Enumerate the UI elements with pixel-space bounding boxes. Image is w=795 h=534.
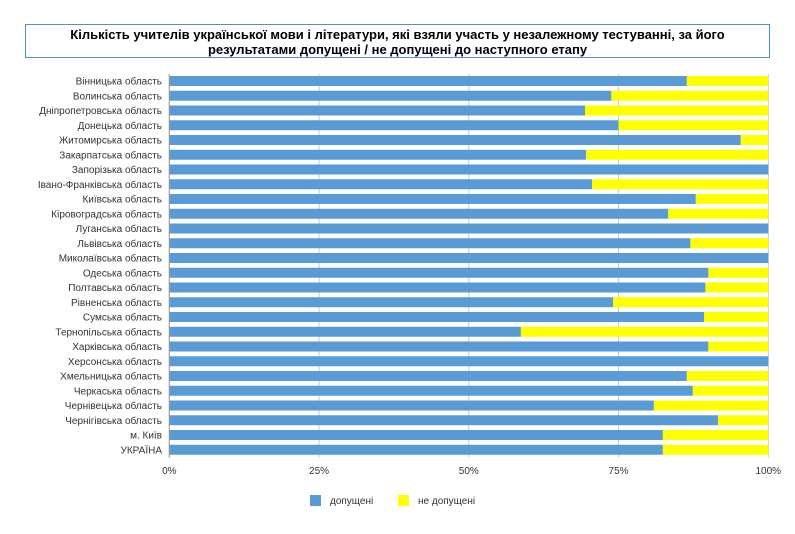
bar-admitted: [169, 356, 769, 367]
bar-admitted: [169, 371, 687, 381]
category-label: Херсонська область: [68, 356, 162, 368]
legend-swatch: [398, 495, 409, 506]
category-label: Сумська область: [83, 312, 162, 324]
bar-not-admitted: [705, 282, 769, 293]
category-label: Дніпропетровська область: [39, 105, 162, 117]
bar-admitted: [169, 223, 769, 234]
category-label: Волинська область: [73, 90, 162, 102]
category-label: Чернігівська область: [65, 415, 162, 427]
bar-admitted: [169, 444, 663, 455]
bar-admitted: [169, 149, 587, 160]
bar-admitted: [169, 267, 709, 278]
bar-admitted: [169, 430, 663, 440]
bar-not-admitted: [592, 179, 769, 190]
category-label: Донецька область: [78, 120, 162, 132]
category-label: Рівненська область: [71, 297, 162, 309]
bar-not-admitted: [611, 90, 769, 101]
category-label: Чернівецька область: [65, 400, 162, 412]
bar-admitted: [169, 238, 691, 249]
bar-not-admitted: [586, 149, 769, 160]
category-label: Хмельницька область: [60, 371, 162, 383]
bar-admitted: [169, 341, 709, 352]
bar-not-admitted: [662, 444, 769, 455]
category-label: Луганська область: [76, 223, 162, 235]
category-label: Одеська область: [83, 267, 162, 279]
bar-admitted: [169, 400, 654, 411]
bar-not-admitted: [717, 415, 769, 426]
bar-not-admitted: [613, 297, 769, 308]
bar-not-admitted: [686, 371, 769, 381]
category-label: Харківська область: [72, 341, 162, 353]
bar-admitted: [169, 105, 586, 116]
bar-not-admitted: [708, 267, 769, 278]
bar-not-admitted: [686, 76, 769, 86]
category-label: Запорізька область: [72, 164, 162, 176]
bar-not-admitted: [585, 105, 769, 116]
bar-not-admitted: [668, 208, 769, 219]
category-label: Івано-Франківська область: [38, 179, 162, 191]
legend-swatch: [310, 495, 321, 506]
bar-admitted: [169, 297, 614, 308]
bar-admitted: [169, 90, 612, 101]
category-label: Київська область: [82, 194, 162, 206]
bar-not-admitted: [662, 430, 769, 440]
category-label: Львівська область: [77, 238, 162, 250]
legend-label: не допущені: [418, 496, 475, 507]
legend-label: допущені: [330, 496, 373, 507]
x-tick-label: 25%: [309, 466, 329, 477]
bar-admitted: [169, 120, 619, 131]
x-tick-label: 50%: [459, 466, 479, 477]
category-label: м. Київ: [130, 431, 162, 442]
bar-admitted: [169, 76, 687, 86]
bar-not-admitted: [520, 326, 769, 337]
bar-not-admitted: [708, 341, 769, 352]
bar-not-admitted: [695, 194, 769, 204]
bar-not-admitted: [653, 400, 769, 411]
bar-not-admitted: [740, 135, 769, 145]
bar-admitted: [169, 135, 741, 145]
category-label: Закарпатська область: [59, 149, 162, 161]
bar-admitted: [169, 179, 593, 190]
bar-not-admitted: [704, 312, 769, 322]
category-label: Тернопільська область: [55, 326, 162, 338]
category-label: Житомирська область: [59, 135, 162, 147]
bar-admitted: [169, 312, 705, 322]
bar-admitted: [169, 282, 706, 293]
bar-admitted: [169, 415, 718, 426]
category-label: Черкаська область: [74, 385, 162, 397]
x-tick-label: 100%: [756, 466, 782, 477]
bar-admitted: [169, 208, 669, 219]
bar-admitted: [169, 194, 696, 204]
x-tick-label: 0%: [162, 466, 177, 477]
bar-admitted: [169, 164, 769, 175]
category-label: Вінницька область: [76, 76, 162, 88]
bar-not-admitted: [618, 120, 769, 131]
bar-admitted: [169, 385, 693, 396]
x-tick-label: 75%: [609, 466, 629, 477]
bar-admitted: [169, 253, 769, 263]
category-label: Миколаївська область: [59, 253, 162, 265]
category-label: УКРАЇНА: [120, 444, 162, 456]
bar-not-admitted: [690, 238, 769, 249]
bar-admitted: [169, 326, 521, 337]
chart-title: Кількість учителів української мови і лі…: [25, 24, 770, 58]
category-label: Полтавська область: [68, 282, 162, 294]
category-label: Кіровоградська область: [51, 208, 162, 220]
bar-not-admitted: [692, 385, 769, 396]
